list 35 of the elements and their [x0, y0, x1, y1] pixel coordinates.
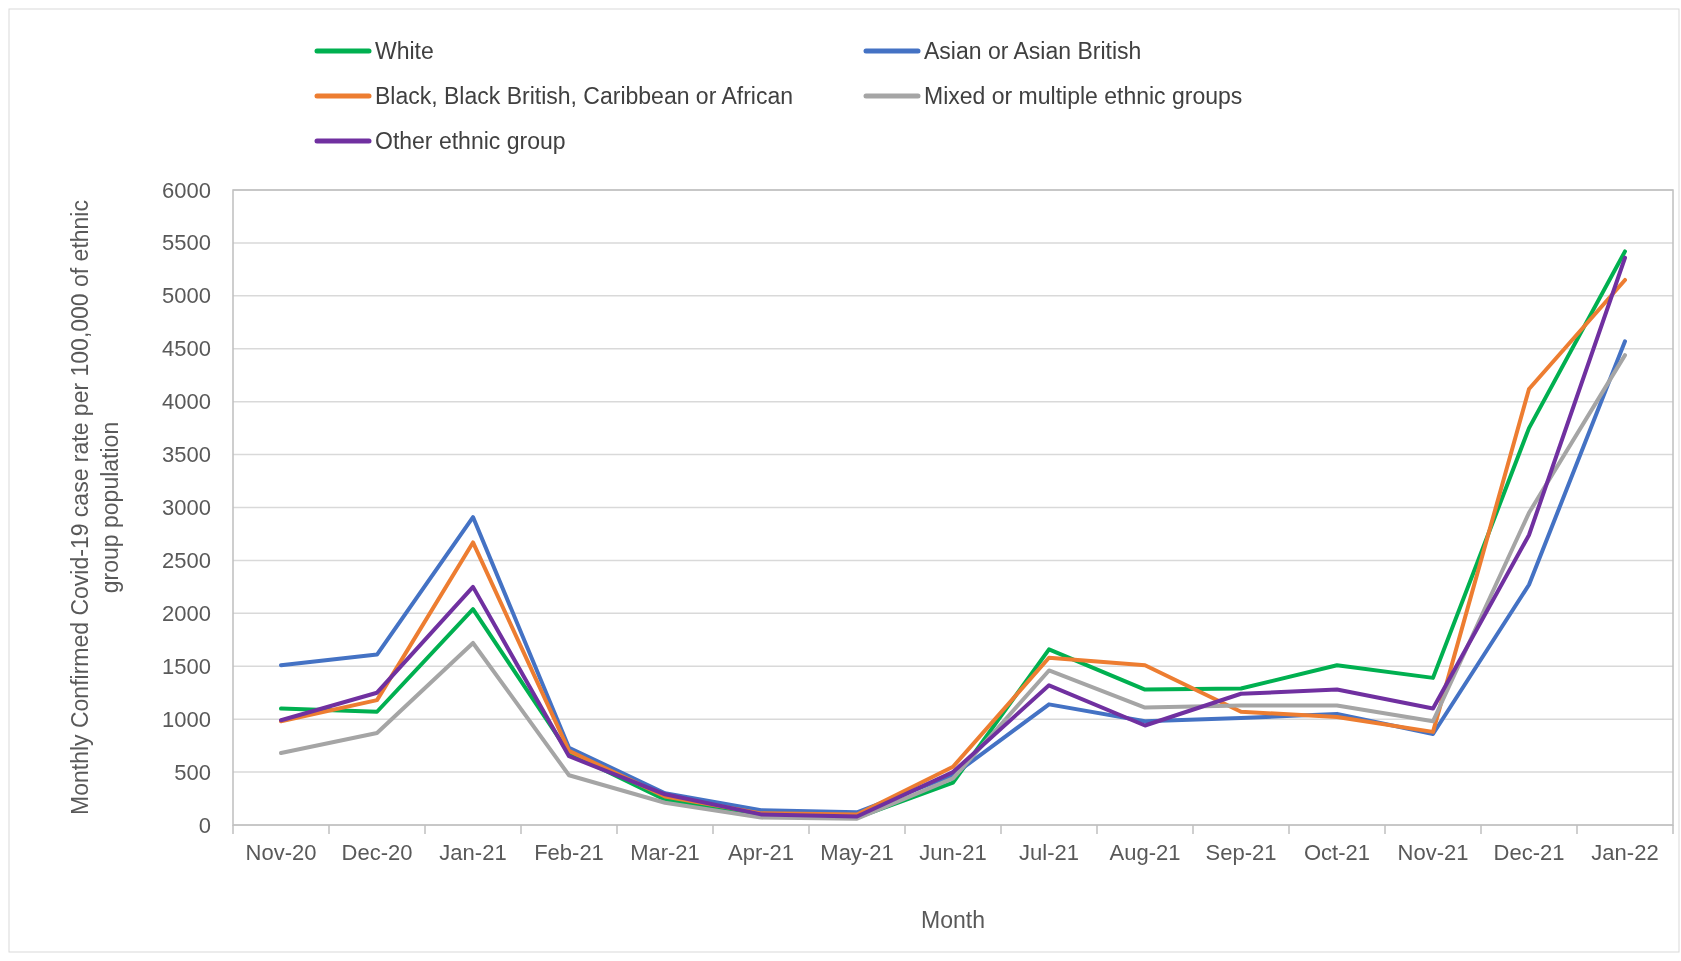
x-tick-label: Feb-21 — [534, 840, 604, 865]
legend-label: Mixed or multiple ethnic groups — [924, 83, 1243, 109]
x-tick-label: Jan-22 — [1591, 840, 1659, 865]
y-tick-label: 1000 — [162, 706, 211, 732]
y-tick-label: 4000 — [162, 389, 211, 415]
y-tick-label: 3000 — [162, 495, 211, 520]
legend-label: Black, Black British, Caribbean or African — [375, 83, 794, 109]
x-tick-label: Jun-21 — [919, 840, 987, 865]
y-tick-label: 5500 — [162, 230, 211, 256]
x-tick-label: Apr-21 — [727, 840, 795, 865]
y-tick-label: 4500 — [162, 336, 211, 362]
x-tick-label: Mar-21 — [630, 840, 700, 865]
legend-label: Asian or Asian British — [924, 38, 1142, 64]
y-tick-label: 1500 — [162, 653, 211, 679]
x-tick-label: May-21 — [820, 840, 894, 865]
y-axis-title: Monthly Confirmed Covid-19 case rate per 100,000 of ethnic group population — [67, 200, 123, 815]
x-tick-label: Dec-20 — [341, 840, 413, 865]
y-tick-label: 5000 — [162, 283, 211, 309]
y-tick-label: 0 — [198, 812, 211, 838]
x-axis-title: Month — [921, 907, 985, 933]
y-tick-label: 3500 — [162, 442, 211, 468]
y-tick-label: 500 — [174, 759, 211, 785]
x-tick-label: Jan-21 — [439, 840, 507, 865]
x-tick-label: Aug-21 — [1109, 840, 1181, 865]
x-tick-label: Jul-21 — [1019, 840, 1079, 865]
x-tick-label: Sep-21 — [1205, 840, 1277, 865]
legend-label: White — [375, 38, 434, 64]
x-tick-label: Oct-21 — [1303, 840, 1371, 865]
y-tick-label: 6000 — [162, 177, 211, 203]
y-tick-label: 2000 — [162, 600, 211, 626]
y-tick-label: 2500 — [162, 547, 211, 573]
x-tick-label: Nov-20 — [245, 840, 317, 865]
x-tick-label: Dec-21 — [1493, 840, 1565, 865]
legend-label: Other ethnic group — [375, 128, 566, 154]
x-tick-label: Nov-21 — [1397, 840, 1469, 865]
